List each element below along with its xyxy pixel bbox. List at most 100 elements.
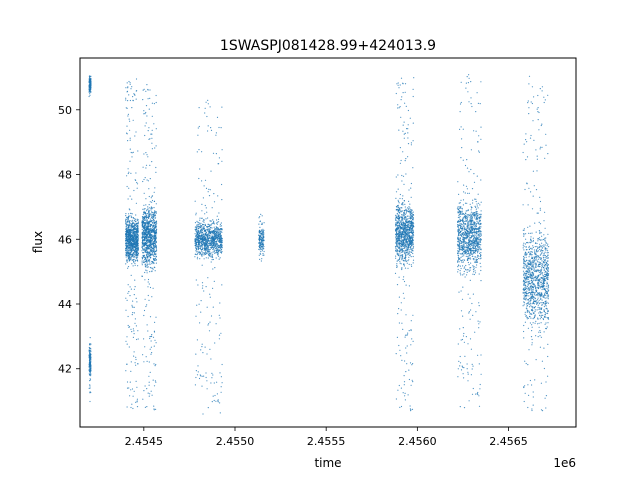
data-point	[201, 244, 203, 247]
data-point	[400, 226, 402, 228]
data-point	[395, 219, 397, 221]
data-point	[469, 203, 471, 205]
data-point	[131, 220, 133, 222]
data-point	[150, 390, 152, 392]
data-point	[466, 248, 468, 250]
data-point	[144, 385, 146, 387]
data-point	[152, 336, 155, 338]
data-point	[410, 215, 412, 217]
data-point	[397, 313, 399, 315]
data-point	[150, 257, 152, 259]
data-point	[404, 258, 406, 260]
data-point	[400, 232, 402, 234]
data-point	[209, 240, 211, 242]
data-point	[397, 259, 399, 261]
data-point	[154, 222, 156, 224]
data-point	[144, 247, 146, 249]
data-point	[149, 260, 151, 262]
data-point	[145, 204, 147, 206]
data-point	[132, 336, 134, 338]
data-point	[203, 258, 205, 260]
data-point	[136, 183, 139, 185]
data-point	[395, 255, 397, 257]
data-point	[216, 237, 218, 239]
data-point	[128, 225, 130, 228]
data-point	[125, 237, 127, 239]
data-point	[410, 228, 412, 230]
data-point	[148, 283, 150, 285]
data-point	[89, 384, 91, 386]
data-point	[410, 246, 412, 248]
data-point	[214, 231, 217, 233]
data-point	[210, 256, 212, 258]
data-point	[154, 250, 156, 253]
data-point	[128, 213, 130, 215]
data-point	[132, 247, 134, 249]
data-point	[407, 251, 409, 253]
data-point	[395, 224, 397, 227]
data-point	[407, 128, 409, 130]
data-point	[197, 365, 199, 367]
data-point	[203, 375, 205, 377]
data-point	[480, 266, 482, 268]
data-point	[132, 151, 134, 153]
data-point	[132, 245, 134, 247]
data-point	[210, 236, 212, 238]
data-point	[135, 228, 137, 230]
data-point	[129, 254, 131, 256]
data-point	[262, 232, 264, 234]
data-point	[146, 324, 148, 326]
data-point	[401, 257, 403, 259]
data-point	[146, 260, 148, 262]
data-point	[142, 89, 144, 91]
data-point	[144, 177, 146, 179]
data-point	[200, 311, 202, 313]
data-point	[208, 231, 210, 233]
data-point	[457, 241, 459, 243]
data-point	[127, 248, 129, 250]
data-point	[220, 391, 222, 393]
data-point	[143, 239, 145, 241]
data-point	[136, 400, 138, 402]
data-point	[125, 235, 127, 237]
data-point	[217, 240, 219, 242]
data-point	[403, 137, 405, 139]
data-point	[412, 262, 414, 264]
data-point	[134, 322, 136, 324]
data-point	[132, 259, 134, 261]
data-point	[205, 286, 207, 288]
data-point	[131, 240, 134, 242]
data-point	[133, 261, 135, 263]
data-point	[400, 238, 402, 240]
data-point	[395, 176, 397, 178]
data-point	[405, 158, 407, 160]
data-point	[212, 258, 214, 261]
data-point	[136, 181, 138, 184]
data-point	[400, 99, 402, 101]
data-point	[403, 121, 405, 123]
data-point	[217, 233, 219, 235]
data-point	[203, 236, 205, 238]
data-point	[402, 130, 404, 132]
data-point	[399, 256, 401, 258]
data-point	[197, 248, 199, 251]
data-point	[410, 223, 412, 225]
data-point	[144, 279, 146, 281]
data-point	[154, 365, 156, 367]
data-point	[210, 254, 212, 256]
data-point	[153, 241, 155, 243]
data-point	[211, 372, 213, 374]
data-point	[143, 361, 145, 363]
data-point	[211, 244, 213, 246]
data-point	[146, 272, 148, 274]
data-point	[219, 235, 221, 237]
data-point	[128, 387, 130, 389]
data-point	[409, 242, 411, 244]
data-point	[201, 203, 203, 205]
data-point	[155, 101, 157, 104]
data-point	[132, 255, 134, 257]
data-point	[212, 251, 214, 253]
data-point	[151, 142, 153, 144]
data-point	[149, 393, 151, 395]
